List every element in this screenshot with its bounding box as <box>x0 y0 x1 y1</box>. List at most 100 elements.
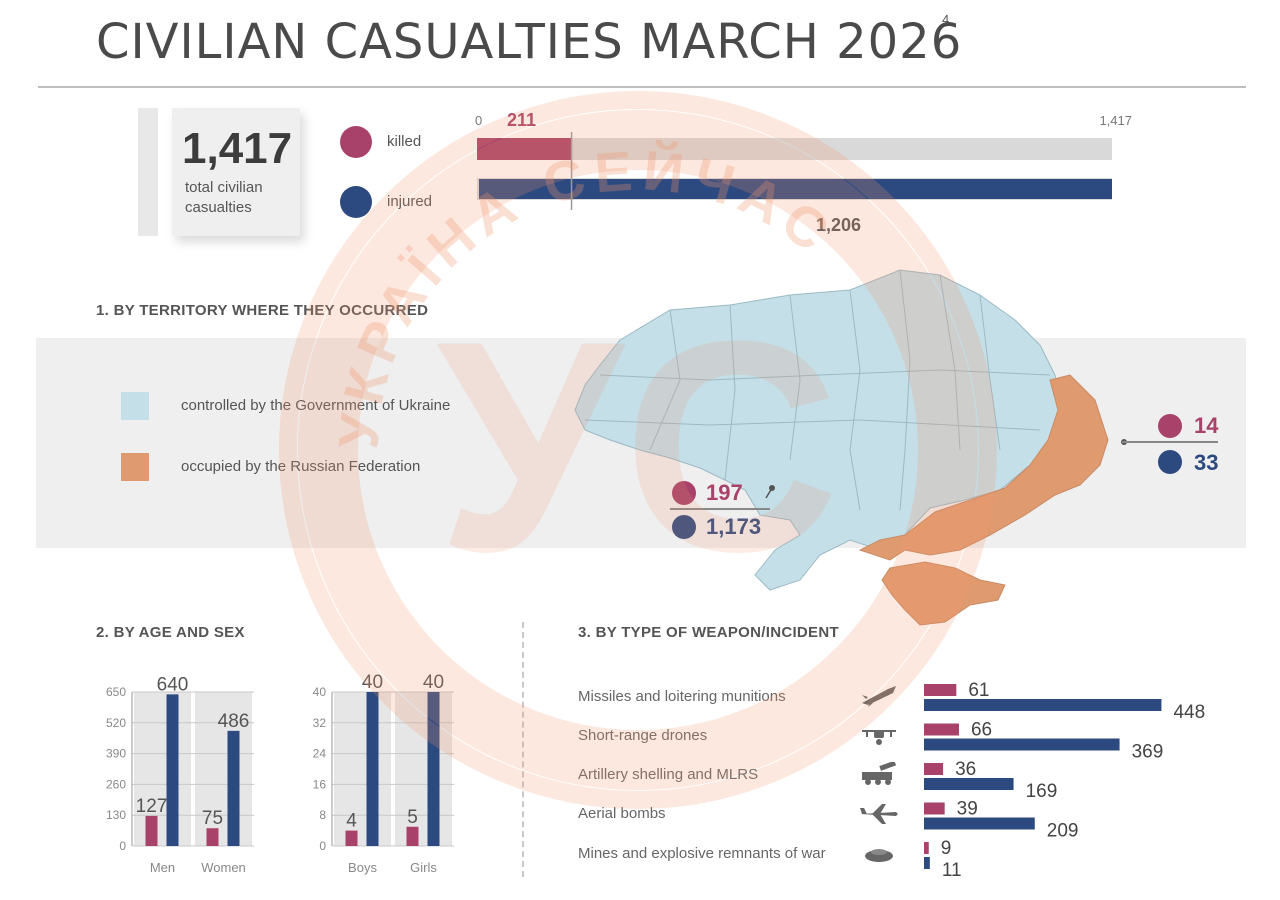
weapon-killed-bar <box>924 723 959 736</box>
oblast-borders <box>584 269 1051 511</box>
landmine-icon <box>865 849 893 862</box>
adults-killed-bar <box>145 815 158 846</box>
adults-ytick: 130 <box>106 808 126 822</box>
axis-max-label: 1,417 <box>1099 113 1132 128</box>
children-col-bg <box>395 692 452 846</box>
injured-total-value: 1,206 <box>816 215 861 235</box>
children-ytick: 16 <box>313 777 327 791</box>
crimea-territory <box>881 561 1006 626</box>
page-title: CIVILIAN CASUALTIES MARCH 2026 <box>96 14 963 70</box>
total-value: 1,417 <box>182 124 293 173</box>
children-killed-bar <box>406 826 419 846</box>
children-bar-chart: 0 8 16 24 32 40 4 40 Boys 5 40 Girls <box>313 672 454 875</box>
adults-ytick: 260 <box>106 777 126 791</box>
weapons-bar-chart: 61 448 66 369 36 169 39 209 911 <box>924 680 1205 876</box>
weapon-label-drones: Short-range drones <box>578 727 708 744</box>
title-divider <box>38 86 1246 88</box>
occ-injured-dot <box>1158 450 1182 474</box>
killed-legend-label: killed <box>387 133 422 150</box>
weapon-killed-bar <box>924 763 944 775</box>
occ-callout-line <box>1122 441 1218 443</box>
weapon-killed-label: 61 <box>968 680 989 701</box>
adults-bar-chart: 0 130 260 390 520 650 127 640 Men 75 486 Women <box>106 674 254 875</box>
weapon-injured-label: 11 <box>942 860 962 876</box>
adults-ytick: 520 <box>106 716 126 730</box>
children-ytick: 24 <box>313 747 327 761</box>
adults-ytick: 390 <box>106 747 126 761</box>
adults-injured-bar <box>227 730 240 846</box>
adults-category-label: Men <box>150 860 175 875</box>
section-age-sex-title: 2. BY AGE AND SEX <box>96 624 245 641</box>
weapon-killed-bar <box>924 842 929 854</box>
weapon-injured-bar <box>924 857 930 869</box>
government-legend-label: controlled by the Government of Ukraine <box>181 397 451 414</box>
weapon-label-missiles: Missiles and loitering munitions <box>578 688 786 705</box>
occupied-territory <box>858 374 1109 561</box>
adults-killed-label: 75 <box>202 808 223 829</box>
adults-injured-label: 486 <box>218 711 250 732</box>
weapon-injured-bar <box>924 817 1035 830</box>
total-box-shadow <box>138 108 158 236</box>
weapon-killed-label: 9 <box>941 838 952 859</box>
drone-icon <box>862 730 896 745</box>
gov-killed-dot <box>672 481 696 505</box>
children-ytick: 8 <box>319 808 326 822</box>
weapon-killed-label: 39 <box>957 799 978 820</box>
weapon-killed-label: 66 <box>971 720 992 741</box>
occupied-swatch <box>121 453 149 481</box>
section-divider <box>522 622 524 877</box>
totals-bar-chart: 0 1,417 211 1,206 <box>475 110 1132 235</box>
weapon-injured-label: 209 <box>1047 821 1079 842</box>
gov-killed-value: 197 <box>706 480 743 505</box>
total-box <box>172 108 300 236</box>
killed-total-value: 211 <box>507 110 536 130</box>
weapon-killed-bar <box>924 684 957 696</box>
children-injured-label: 40 <box>362 672 383 693</box>
section-weapon-title: 3. BY TYPE OF WEAPON/INCIDENT <box>578 624 839 641</box>
gov-injured-dot <box>672 515 696 539</box>
occ-injured-value: 33 <box>1194 450 1219 475</box>
children-ytick: 0 <box>319 839 326 853</box>
adults-injured-label: 640 <box>157 674 189 695</box>
occ-killed-dot <box>1158 414 1182 438</box>
children-ytick: 40 <box>313 685 327 699</box>
adults-injured-bar <box>166 694 179 846</box>
adults-ytick: 0 <box>119 839 126 853</box>
occupied-legend-label: occupied by the Russian Federation <box>181 458 421 475</box>
weapon-injured-label: 169 <box>1026 781 1058 802</box>
weapon-injured-label: 448 <box>1173 702 1205 723</box>
title-footnote: 4 <box>942 12 950 27</box>
children-ytick: 32 <box>313 716 327 730</box>
total-label: total civilian casualties <box>185 179 263 216</box>
government-swatch <box>121 392 149 420</box>
adults-ytick: 650 <box>106 685 126 699</box>
adults-killed-bar <box>206 828 219 846</box>
weapon-killed-label: 36 <box>955 759 976 780</box>
adults-killed-label: 127 <box>136 796 168 817</box>
missile-icon <box>862 686 896 707</box>
aircraft-icon <box>860 804 898 824</box>
weapon-injured-bar <box>924 778 1014 790</box>
section-territory-title: 1. BY TERRITORY WHERE THEY OCCURRED <box>96 302 429 319</box>
weapon-label-artillery: Artillery shelling and MLRS <box>578 766 759 783</box>
children-category-label: Boys <box>348 860 377 875</box>
injured-bar <box>479 179 1112 199</box>
killed-legend-dot <box>340 126 372 158</box>
gov-callout-line <box>670 508 770 510</box>
children-injured-bar <box>427 692 440 846</box>
adults-col-bg <box>134 692 191 846</box>
killed-bar-track <box>477 138 1112 160</box>
axis-min-label: 0 <box>475 113 482 128</box>
children-killed-label: 5 <box>407 807 418 828</box>
government-territory <box>574 269 1061 591</box>
killed-bar <box>477 138 572 160</box>
children-killed-label: 4 <box>346 811 357 832</box>
weapon-injured-bar <box>924 738 1120 751</box>
children-killed-bar <box>345 830 358 846</box>
weapon-injured-bar <box>924 699 1162 711</box>
gov-injured-value: 1,173 <box>706 514 762 539</box>
weapon-injured-label: 369 <box>1132 742 1164 763</box>
children-col-bg <box>334 692 391 846</box>
occ-killed-value: 14 <box>1194 413 1219 438</box>
weapon-killed-bar <box>924 802 945 815</box>
